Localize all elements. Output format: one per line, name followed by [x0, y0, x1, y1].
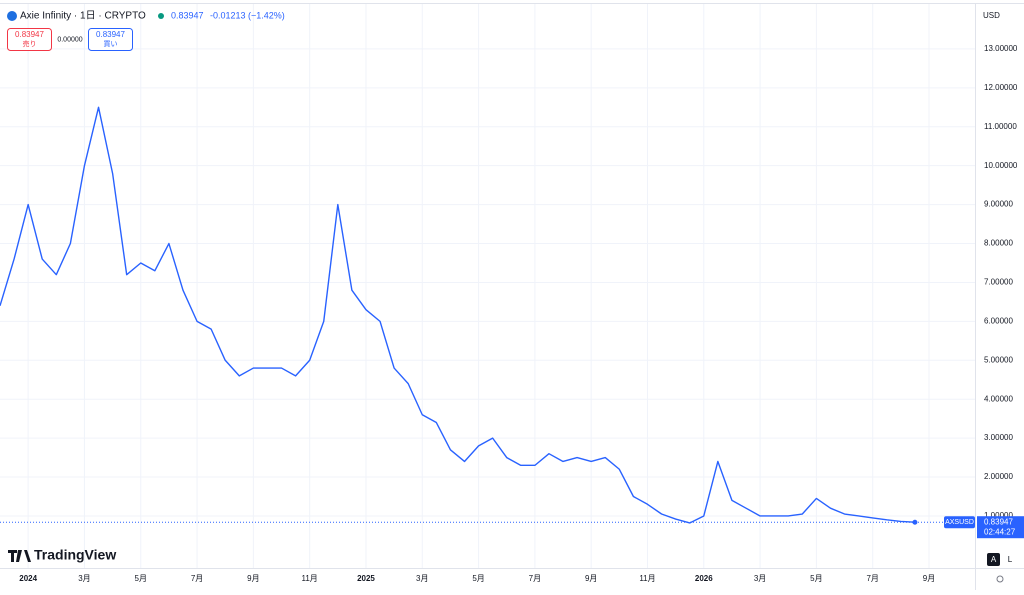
buy-label: 買い: [104, 40, 118, 48]
brand: TradingView: [34, 547, 116, 563]
y-tick-label: 5.00000: [984, 355, 1013, 364]
settings-icon[interactable]: [996, 575, 1004, 583]
x-tick-label: 2025: [357, 574, 375, 583]
y-tick-label: 11.00000: [984, 122, 1017, 131]
y-tick-label: 1.00000: [984, 511, 1013, 520]
market-status: [158, 13, 164, 19]
symbol-icon: [7, 11, 17, 21]
y-tick-label: 6.00000: [984, 316, 1013, 325]
countdown: 02:44:27: [984, 527, 1016, 536]
series-label: AXSUSD: [945, 519, 974, 526]
x-tick-label: 11月: [639, 574, 655, 583]
series-label-box: [944, 516, 975, 529]
x-tick-label: 2024: [19, 574, 37, 583]
y-tick-label: 9.00000: [984, 200, 1013, 209]
x-tick-label: 7月: [191, 574, 203, 583]
sell-price: 0.83947: [15, 30, 44, 39]
x-tick-label: 5月: [472, 574, 484, 583]
buy-price: 0.83947: [96, 30, 125, 39]
y-tick-label: 10.00000: [984, 161, 1018, 170]
sell-button[interactable]: [7, 28, 52, 51]
symbol-title: Axie Infinity · 1日 · CRYPTO: [20, 11, 146, 22]
x-tick-label: 9月: [585, 574, 597, 583]
y-tick-label: 7.00000: [984, 278, 1013, 287]
price-label: 0.83947: [984, 517, 1013, 526]
y-tick-label: 3.00000: [984, 433, 1013, 442]
price-line: [0, 106, 915, 524]
y-tick-label: 8.00000: [984, 239, 1013, 248]
brand-logo: [8, 550, 31, 562]
last-point: [912, 519, 918, 525]
x-tick-label: 3月: [416, 574, 428, 583]
x-tick-label: 2026: [695, 574, 713, 583]
y-tick-label: 4.00000: [984, 394, 1013, 403]
x-tick-label: 3月: [78, 574, 90, 583]
x-tick-label: 5月: [135, 574, 147, 583]
y-tick-label: 2.00000: [984, 472, 1013, 481]
y-tick-label: 13.00000: [984, 44, 1018, 53]
scale-button-label: A: [991, 555, 997, 564]
auto-scale-button[interactable]: [987, 553, 1000, 566]
header-price: 0.83947: [171, 10, 204, 20]
x-tick-label: 5月: [810, 574, 822, 583]
y-tick-label: 12.00000: [984, 83, 1018, 92]
spread: 0.00000: [57, 36, 82, 43]
sell-label: 売り: [23, 39, 37, 48]
x-tick-label: 11月: [302, 574, 318, 583]
currency[interactable]: USD: [983, 11, 1000, 20]
header-change: -0.01213 (−1.42%): [210, 10, 285, 20]
x-tick-label: 7月: [529, 574, 541, 583]
x-tick-label: 7月: [866, 574, 878, 583]
scale-button-label[interactable]: L: [1008, 555, 1013, 564]
x-tick-label: 9月: [923, 574, 935, 583]
x-tick-label: 9月: [247, 574, 259, 583]
price-label-box: [977, 516, 1024, 539]
x-tick-label: 3月: [754, 574, 766, 583]
buy-button[interactable]: [88, 28, 133, 51]
